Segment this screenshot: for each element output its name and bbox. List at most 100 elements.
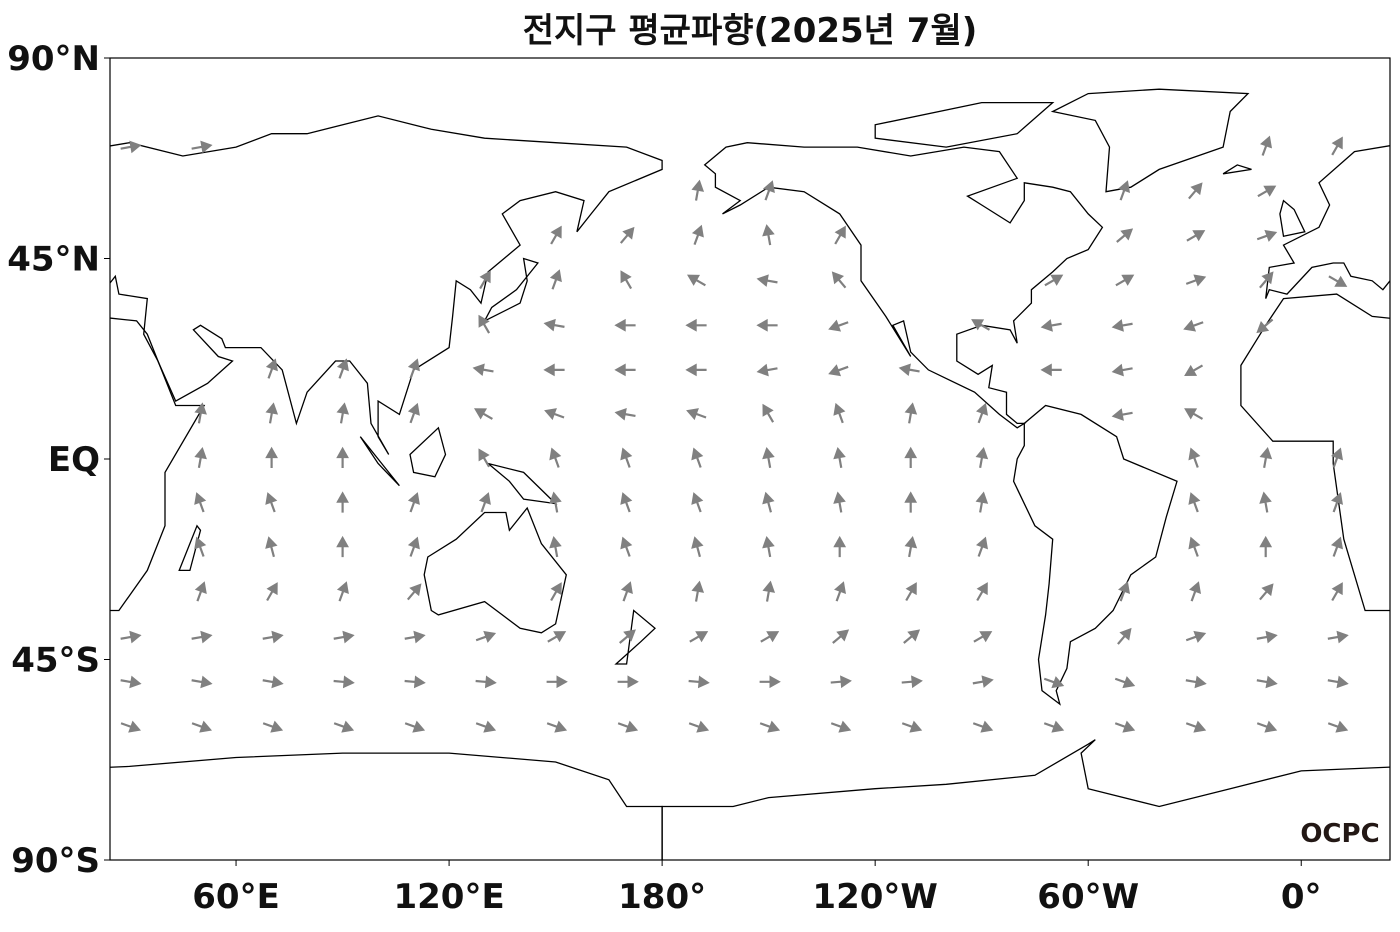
coastline: [1265, 145, 1390, 299]
wave-arrow: [1331, 492, 1344, 513]
wave-arrow: [1331, 136, 1343, 156]
wave-arrow: [266, 582, 278, 602]
wave-arrow: [1331, 536, 1344, 557]
wave-arrow: [756, 274, 778, 287]
wave-arrow: [831, 271, 847, 289]
wave-arrow: [120, 720, 142, 733]
wave-arrow: [262, 720, 284, 733]
wave-arrow: [1043, 720, 1065, 733]
wave-arrow: [1183, 319, 1204, 332]
wave-arrow: [762, 536, 775, 558]
map-title: 전지구 평균파향(2025년 7월): [523, 11, 978, 51]
wave-arrow: [1188, 447, 1201, 468]
wave-arrow: [620, 536, 633, 557]
wave-arrow: [546, 675, 568, 689]
wave-arrow: [194, 446, 207, 469]
wave-arrow: [1118, 180, 1131, 201]
wave-arrow: [685, 363, 707, 377]
logo: OCPC: [1300, 819, 1379, 849]
wave-arrow: [762, 491, 775, 513]
wave-arrow: [404, 630, 426, 644]
wave-arrow: [1189, 581, 1202, 602]
wave-arrow: [191, 630, 213, 644]
lon-tick-label: 0°: [1281, 877, 1322, 917]
wave-arrow: [832, 629, 850, 644]
wave-arrow: [1188, 536, 1201, 557]
coastline: [614, 609, 656, 665]
wave-arrow: [1185, 720, 1207, 733]
wave-arrow: [1044, 274, 1064, 287]
coastline: [487, 462, 558, 505]
wave-arrow: [1185, 675, 1207, 689]
wave-arrow: [478, 448, 491, 468]
wave-arrow: [549, 491, 562, 513]
wave-arrow: [762, 224, 775, 246]
wave-arrow: [759, 720, 781, 733]
wave-arrow: [194, 402, 207, 424]
wave-arrow: [479, 270, 491, 290]
wave-arrow: [265, 492, 278, 513]
wave-arrow: [833, 535, 847, 558]
wave-arrow: [833, 446, 846, 469]
map-frame: [109, 57, 1391, 861]
wave-arrow: [1184, 364, 1204, 377]
wave-arrow: [903, 629, 921, 644]
lon-tick-label: 60°W: [1037, 877, 1139, 917]
wave-arrow: [688, 720, 710, 733]
coastline: [178, 524, 202, 572]
wave-arrow: [973, 631, 993, 643]
wave-arrow: [904, 491, 918, 513]
wave-arrow: [904, 536, 918, 558]
wave-arrow: [407, 402, 420, 424]
coastline: [483, 257, 540, 323]
coastline: [661, 739, 1390, 860]
lon-tick-label: 120°E: [393, 877, 504, 917]
wave-arrow: [975, 491, 989, 513]
coastline: [423, 506, 568, 634]
wave-arrow: [1188, 182, 1203, 200]
wave-arrow: [544, 408, 565, 421]
wave-arrow: [1114, 720, 1136, 733]
wave-arrow: [691, 492, 704, 513]
wave-arrow: [333, 675, 355, 689]
wave-arrow: [830, 675, 852, 689]
coastline: [1222, 164, 1252, 175]
wave-arrow: [901, 675, 923, 689]
wave-arrow: [549, 447, 562, 468]
wave-arrow: [614, 407, 636, 421]
wave-arrow: [619, 226, 635, 244]
wave-arrow: [478, 492, 491, 513]
wave-arrow: [336, 491, 349, 513]
wave-arrow: [407, 358, 420, 379]
wave-arrow: [1040, 319, 1062, 332]
wave-arrow: [1111, 408, 1133, 421]
wave-arrow: [760, 631, 780, 643]
wave-arrow: [550, 582, 562, 602]
wave-arrow: [1117, 627, 1132, 645]
wave-arrow: [620, 581, 633, 602]
wave-arrow: [976, 402, 989, 424]
wave-arrow: [614, 363, 636, 377]
wave-arrow: [1040, 363, 1062, 377]
wave-arrow: [333, 720, 355, 733]
wave-arrow: [685, 318, 707, 332]
wave-arrow: [1328, 275, 1348, 287]
wave-arrow: [689, 631, 709, 643]
wave-arrow: [1188, 492, 1201, 513]
wave-arrow: [262, 675, 284, 689]
wave-arrow: [1256, 675, 1278, 689]
wave-arrow: [833, 491, 846, 513]
wave-arrow: [828, 364, 849, 377]
wave-arrow: [759, 675, 781, 689]
wave-arrow: [614, 318, 636, 332]
coastline: [1279, 199, 1306, 237]
wave-arrow: [1257, 185, 1277, 198]
lon-tick-label: 180°: [618, 877, 706, 917]
wave-arrow: [1259, 491, 1272, 513]
coastline: [703, 142, 1104, 429]
wave-arrow: [194, 581, 207, 602]
wave-arrow: [620, 270, 633, 290]
wave-arrow: [617, 720, 639, 733]
wave-arrow: [1259, 446, 1273, 469]
wave-arrow: [1184, 408, 1204, 420]
